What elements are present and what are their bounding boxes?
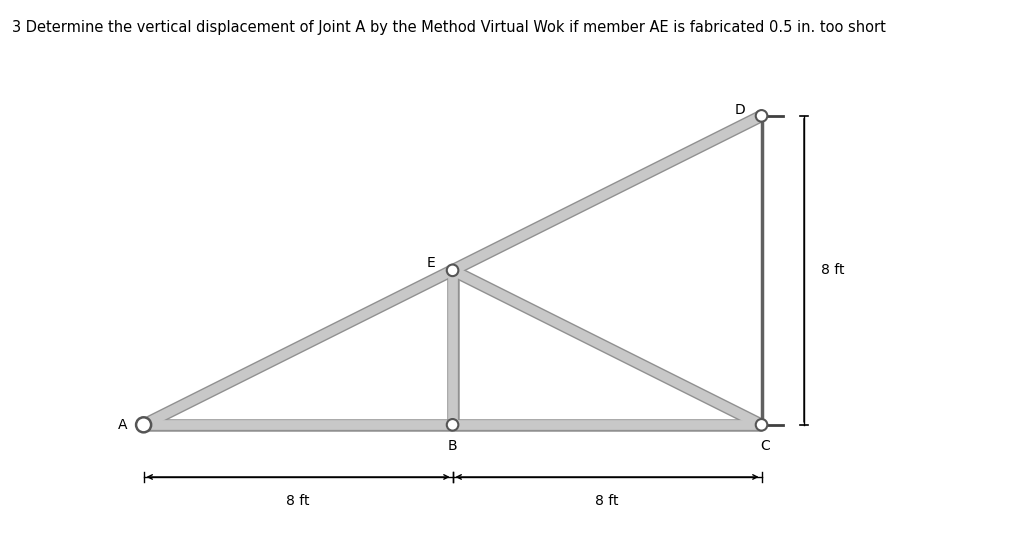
Text: 8 ft: 8 ft — [822, 263, 845, 277]
Circle shape — [756, 419, 768, 431]
Text: B: B — [448, 439, 457, 453]
Text: 8 ft: 8 ft — [595, 494, 619, 508]
Text: 3 Determine the vertical displacement of Joint A by the Method Virtual Wok if me: 3 Determine the vertical displacement of… — [12, 20, 886, 35]
Circle shape — [138, 419, 149, 431]
Text: C: C — [761, 439, 770, 453]
Circle shape — [136, 417, 151, 432]
Text: A: A — [117, 418, 127, 432]
Text: D: D — [735, 103, 745, 117]
Circle shape — [447, 264, 458, 276]
Text: E: E — [427, 255, 436, 269]
Circle shape — [756, 110, 768, 122]
Text: 8 ft: 8 ft — [286, 494, 309, 508]
Circle shape — [447, 419, 458, 431]
